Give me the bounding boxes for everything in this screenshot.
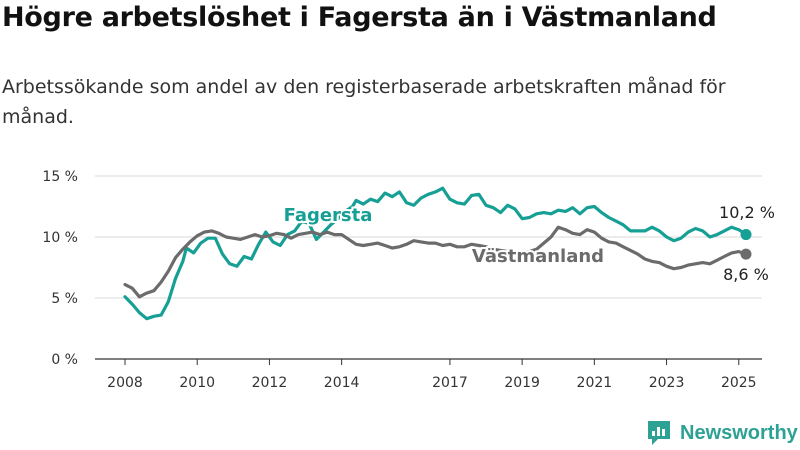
brand-name: Newsworthy	[680, 421, 798, 444]
x-tick-label: 2023	[649, 375, 685, 391]
x-tick-label: 2014	[324, 375, 360, 391]
series-end-value: 8,6 %	[723, 265, 769, 284]
x-tick-label: 2021	[577, 375, 613, 391]
series-line-västmanland	[123, 225, 748, 299]
y-tick-label: 5 %	[51, 291, 78, 307]
x-tick-label: 2019	[504, 375, 540, 391]
x-tick-label: 2008	[107, 375, 143, 391]
series-endpoint	[740, 248, 752, 260]
x-tick-label: 2025	[721, 375, 757, 391]
series-label: Fagersta	[284, 205, 373, 226]
x-tick-label: 2010	[179, 375, 215, 391]
y-tick-label: 15 %	[42, 169, 78, 185]
y-tick-label: 10 %	[42, 230, 78, 246]
newsworthy-logo: Newsworthy	[646, 419, 798, 447]
series-end-value: 10,2 %	[719, 203, 775, 222]
series-label: Västmanland	[472, 246, 604, 267]
y-tick-label: 0 %	[51, 352, 78, 368]
chart-subtitle: Arbetssökande som andel av den registerb…	[2, 76, 726, 128]
chart-title: Högre arbetslöshet i Fagersta än i Västm…	[2, 2, 717, 33]
x-tick-label: 2017	[432, 375, 468, 391]
newsworthy-logo-icon	[648, 421, 670, 445]
x-tick-label: 2012	[252, 375, 288, 391]
series-line-fagersta	[123, 186, 748, 321]
series-endpoint	[740, 229, 752, 241]
